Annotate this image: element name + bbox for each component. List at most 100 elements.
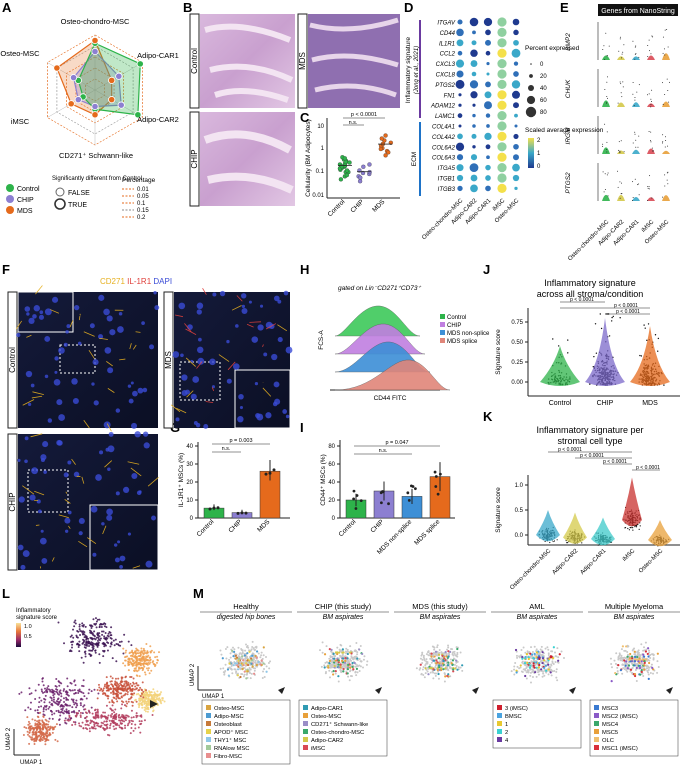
m-bg-cell <box>534 646 536 648</box>
f-nucleus <box>92 553 96 557</box>
m-cell-2 <box>451 662 453 664</box>
l-cell-5 <box>47 734 49 736</box>
m-cell-0 <box>252 666 254 668</box>
f-nucleus <box>144 442 150 448</box>
g-tick-label: 40 <box>186 444 193 450</box>
d-dot-CXCL3-2 <box>486 62 489 65</box>
l-cell-1 <box>143 664 145 666</box>
e-point <box>636 92 637 93</box>
m-cell-1 <box>344 657 346 659</box>
l-cell-5 <box>28 743 30 745</box>
f-image-control <box>18 292 158 428</box>
d-dot-LAMC1-3 <box>497 111 506 120</box>
e-point <box>604 89 605 90</box>
l-cell-4 <box>124 725 126 727</box>
l-cell-4 <box>127 715 129 717</box>
m-bg-cell <box>423 655 425 657</box>
m-cell-0 <box>265 671 267 673</box>
f-nucleus <box>284 291 289 296</box>
m-bg-cell <box>511 670 513 672</box>
l-cell-4 <box>152 714 154 716</box>
m-cell-0 <box>234 662 236 664</box>
l-cell-4 <box>130 727 132 729</box>
m-legend-swatch-3-0 <box>497 705 502 710</box>
c-dot-0 <box>343 156 347 160</box>
l-cell-5 <box>28 721 30 723</box>
e-point <box>607 76 608 77</box>
m-cell-0 <box>232 655 234 657</box>
l-cell-1 <box>134 670 136 672</box>
m-arrowhead-3 <box>569 687 576 694</box>
j-point <box>646 340 647 341</box>
d-dot-ADAM12-0 <box>458 104 461 107</box>
l-cell-4 <box>132 720 134 722</box>
m-cell-2 <box>433 660 435 662</box>
l-cell-6 <box>142 696 144 698</box>
k-point <box>640 525 641 526</box>
l-cell-3 <box>69 705 71 707</box>
f-nucleus <box>172 351 179 358</box>
f-nucleus <box>197 303 203 309</box>
d-dot-CXCL8-0 <box>456 70 463 77</box>
m-cell-2 <box>447 662 449 664</box>
d-dot-IL1R1-1 <box>472 40 477 45</box>
h-curves <box>335 306 450 390</box>
l-cell-0 <box>101 634 103 636</box>
i-point <box>355 507 358 510</box>
e-point <box>621 183 622 184</box>
l-cell-1 <box>154 664 156 666</box>
l-cell-4 <box>96 725 98 727</box>
l-cell-3 <box>63 712 65 714</box>
f-nucleus <box>143 431 148 436</box>
e-violin-PTGS2-1 <box>617 195 625 201</box>
m-cell-3 <box>538 664 540 666</box>
i-point <box>406 491 409 494</box>
m-bg-cell <box>349 645 351 647</box>
i-point <box>414 487 417 490</box>
l-cell-6 <box>120 688 122 690</box>
m-cell-3 <box>524 657 526 659</box>
l-cell-2 <box>154 696 156 698</box>
m-cell-3 <box>545 665 547 667</box>
m-cell-2 <box>445 651 447 653</box>
l-cell-5 <box>28 732 30 734</box>
l-cell-0 <box>109 632 111 634</box>
m-bg-cell <box>366 664 368 666</box>
m-bg-cell <box>444 673 446 675</box>
l-cell-2 <box>152 694 154 696</box>
d-dot-ITGA5-4 <box>512 164 520 172</box>
l-cell-6 <box>133 678 135 680</box>
legend-dot-control <box>6 184 14 192</box>
e-point <box>621 96 622 97</box>
d-dot-ITGA5-2 <box>485 165 490 170</box>
radar-point-mds <box>92 112 98 118</box>
d-dot-CD44-1 <box>472 30 476 34</box>
l-cell-3 <box>41 680 43 682</box>
c-pval: p < 0.0001 <box>351 112 377 118</box>
f-nucleus <box>242 305 245 308</box>
d-dot-FN1-2 <box>485 91 492 98</box>
d-dot-ITGB1-4 <box>513 175 519 181</box>
j-point <box>596 353 597 354</box>
d-dot-FN1-1 <box>470 91 477 98</box>
m-bg-cell <box>225 664 227 666</box>
m-bg-cell <box>426 661 428 663</box>
e-point <box>662 134 663 135</box>
f-nucleus <box>151 516 156 521</box>
l-cell-6 <box>104 684 106 686</box>
d-dot-ITGAV-3 <box>497 17 506 26</box>
l-cell-6 <box>110 676 112 678</box>
f-nucleus <box>278 337 283 342</box>
m-cell-1 <box>352 668 354 670</box>
l-cell-3 <box>82 712 84 714</box>
l-cell-3 <box>38 706 40 708</box>
l-cell-0 <box>101 624 103 626</box>
l-cell-1 <box>157 659 159 661</box>
l-cell-1 <box>145 673 147 675</box>
m-bg-cell <box>556 679 558 681</box>
d-dot-ITGB3-3 <box>497 184 506 193</box>
l-cell-4 <box>133 730 135 732</box>
l-cell-0 <box>115 639 117 641</box>
m-legend-label-1-2: CD271⁺ Schwann-like <box>311 721 368 728</box>
e-point <box>622 54 623 55</box>
